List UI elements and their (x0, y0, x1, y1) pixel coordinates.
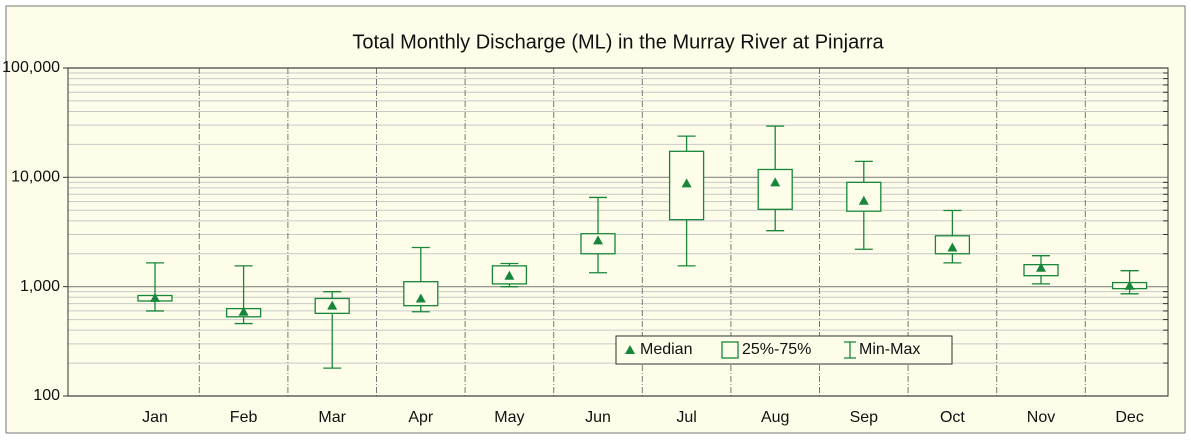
y-tick-label: 100 (33, 387, 60, 404)
median-marker (947, 242, 958, 252)
median-marker (858, 195, 869, 205)
x-tick-label: Mar (318, 409, 346, 426)
median-marker (1124, 280, 1135, 290)
x-tick-label: Oct (940, 409, 965, 426)
legend-box (615, 335, 953, 365)
chart-title: Total Monthly Discharge (ML) in the Murr… (352, 31, 884, 53)
x-tick-label: Apr (408, 409, 434, 426)
x-tick-label: Jan (142, 409, 168, 426)
x-tick-label: May (494, 409, 524, 426)
legend-box-icon (721, 341, 739, 359)
median-marker (1036, 262, 1046, 272)
x-tick-label: Jul (676, 409, 696, 426)
legend-minmax-icon (844, 341, 856, 359)
y-tick-label: 1,000 (20, 278, 60, 295)
median-marker (238, 306, 249, 316)
x-tick-label: Dec (1115, 409, 1143, 426)
legend-label: Min-Max (859, 341, 920, 358)
median-marker (150, 292, 160, 302)
x-tick-label: Sep (850, 409, 879, 426)
median-marker (681, 178, 692, 188)
median-marker (504, 270, 515, 280)
x-tick-label: Feb (230, 409, 258, 426)
legend-label: 25%-75% (742, 341, 811, 358)
x-tick-label: Aug (761, 409, 789, 426)
y-tick-label: 100,000 (2, 59, 60, 76)
legend-median-icon (625, 345, 635, 354)
median-marker (593, 235, 603, 245)
chart-frame (5, 5, 1186, 434)
median-marker (770, 177, 781, 187)
x-tick-label: Jun (585, 409, 611, 426)
median-marker (327, 300, 338, 310)
y-tick-label: 10,000 (11, 169, 60, 186)
median-marker (415, 293, 426, 303)
plot-border (67, 67, 1169, 397)
legend-label: Median (640, 341, 692, 358)
x-tick-label: Nov (1027, 409, 1055, 426)
box (757, 168, 793, 210)
